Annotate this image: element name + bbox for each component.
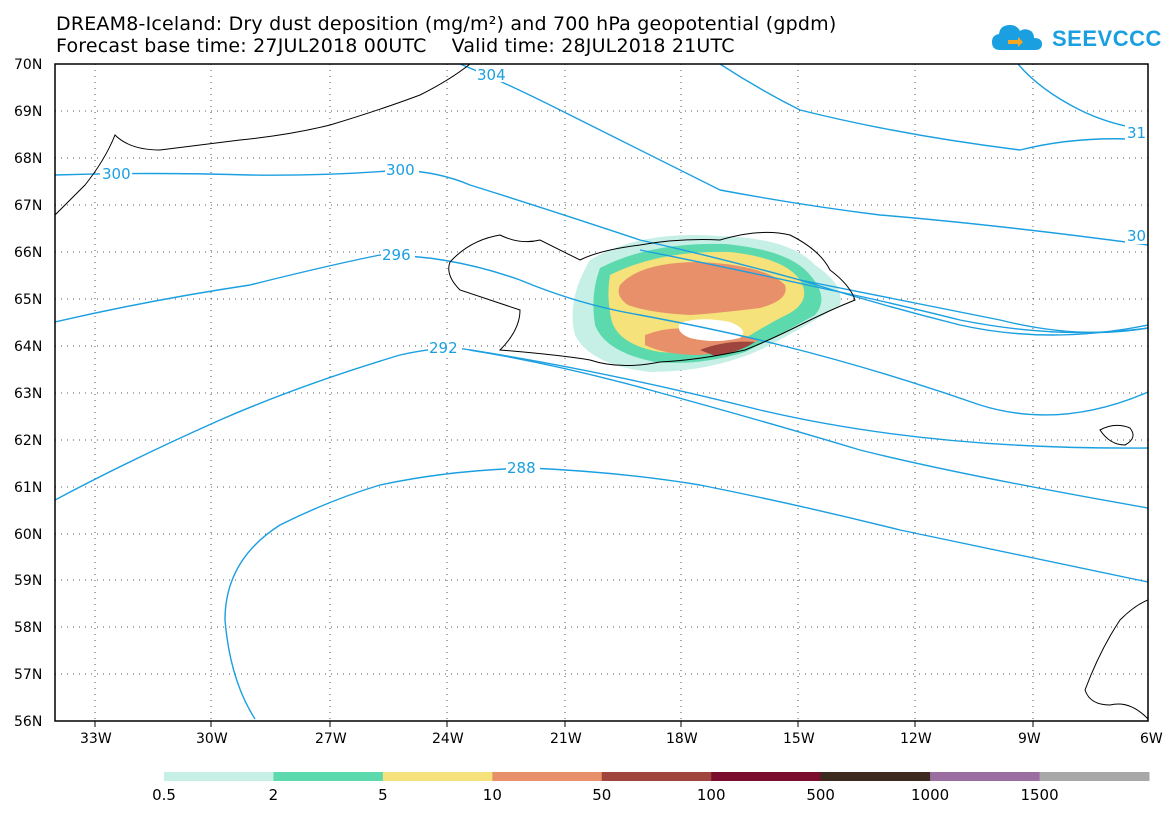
contour-296 xyxy=(55,254,1148,416)
colorbar-label: 50 xyxy=(592,786,611,804)
lon-label: 9W xyxy=(1018,731,1041,747)
contour-31b xyxy=(1017,64,1148,131)
colorbar-swatch xyxy=(820,772,931,781)
contour-31 xyxy=(719,64,1148,151)
brand-logo[interactable]: SEEVCCC xyxy=(990,20,1161,56)
coastlines xyxy=(55,64,1148,720)
lat-label: 57N xyxy=(14,667,42,683)
colorbar-swatch xyxy=(601,772,712,781)
map-frame xyxy=(54,63,1149,722)
lat-label: 69N xyxy=(14,104,42,120)
lat-label: 66N xyxy=(14,245,42,261)
lon-label: 6W xyxy=(1140,731,1163,747)
lat-label: 56N xyxy=(14,714,42,730)
lat-label: 60N xyxy=(14,527,42,543)
contour-label: 31 xyxy=(1127,124,1146,142)
contour-292b xyxy=(469,349,1148,449)
contour-label: 304 xyxy=(477,66,506,84)
lat-label: 63N xyxy=(14,386,42,402)
map-grid xyxy=(55,64,1148,721)
lon-label: 15W xyxy=(783,731,815,747)
lon-label: 33W xyxy=(80,731,112,747)
colorbar-swatch xyxy=(382,772,493,781)
lat-label: 65N xyxy=(14,292,42,308)
contour-label: 288 xyxy=(507,459,536,477)
latitude-labels: 70N 69N 68N 67N 66N 65N 64N 63N 62N 61N … xyxy=(14,57,42,730)
lon-label: 24W xyxy=(432,731,464,747)
map-title: DREAM8-Iceland: Dry dust deposition (mg/… xyxy=(56,13,837,35)
lon-label: 27W xyxy=(315,731,347,747)
colorbar-label: 10 xyxy=(483,786,502,804)
lat-label: 61N xyxy=(14,480,42,496)
colorbar-swatch xyxy=(1039,772,1150,781)
dust-band-50 xyxy=(700,341,755,356)
contour-300 xyxy=(55,169,1148,336)
geopotential-contours xyxy=(55,64,1148,720)
colorbar-swatch xyxy=(164,772,274,781)
contour-label: 30 xyxy=(1127,227,1146,245)
greenland-coast xyxy=(55,64,471,216)
lon-label: 21W xyxy=(550,731,582,747)
contour-label: 296 xyxy=(382,246,411,264)
lon-label: 30W xyxy=(196,731,228,747)
contour-288 xyxy=(224,467,1148,720)
colorbar-label: 5 xyxy=(378,786,388,804)
lon-label: 12W xyxy=(900,731,932,747)
brand-name: SEEVCCC xyxy=(1052,26,1162,51)
faroe-coast xyxy=(1099,424,1134,446)
colorbar-label: 500 xyxy=(806,786,835,804)
contour-304 xyxy=(459,64,1148,246)
contour-292 xyxy=(55,347,1148,509)
contour-labels: 300 300 296 292 288 304 30 31 xyxy=(100,66,1148,477)
contour-296b xyxy=(639,249,1148,334)
colorbar-swatch xyxy=(711,772,822,781)
clear-patch xyxy=(678,319,744,341)
lat-label: 68N xyxy=(14,151,42,167)
colorbar-swatch xyxy=(492,772,603,781)
colorbar-label: 0.5 xyxy=(152,786,176,804)
lat-label: 70N xyxy=(14,57,42,73)
iceland-coast xyxy=(448,231,856,367)
lat-label: 67N xyxy=(14,198,42,214)
colorbar-label: 2 xyxy=(269,786,279,804)
colorbar-label: 1500 xyxy=(1020,786,1058,804)
axis-ticks xyxy=(94,721,1034,727)
colorbar-label: 100 xyxy=(697,786,726,804)
lat-label: 64N xyxy=(14,339,42,355)
colorbar-label: 1000 xyxy=(911,786,949,804)
colorbar: 0.5 2 5 10 50 100 500 1000 1500 xyxy=(152,772,1150,804)
contour-label: 292 xyxy=(429,339,458,357)
map-subtitle: Forecast base time: 27JUL2018 00UTC Vali… xyxy=(56,35,735,57)
lat-label: 62N xyxy=(14,433,42,449)
longitude-labels: 33W 30W 27W 24W 21W 18W 15W 12W 9W 6W xyxy=(80,731,1163,747)
cloud-logo-icon xyxy=(992,25,1042,50)
lat-label: 59N xyxy=(14,573,42,589)
lat-label: 58N xyxy=(14,620,42,636)
colorbar-swatch xyxy=(930,772,1041,781)
colorbar-swatch xyxy=(273,772,384,781)
scotland-coast xyxy=(1084,599,1148,720)
contour-label: 300 xyxy=(102,165,131,183)
lon-label: 18W xyxy=(666,731,698,747)
dust-band-10 xyxy=(618,262,786,315)
contour-300b xyxy=(799,279,1148,334)
contour-label: 300 xyxy=(386,161,415,179)
